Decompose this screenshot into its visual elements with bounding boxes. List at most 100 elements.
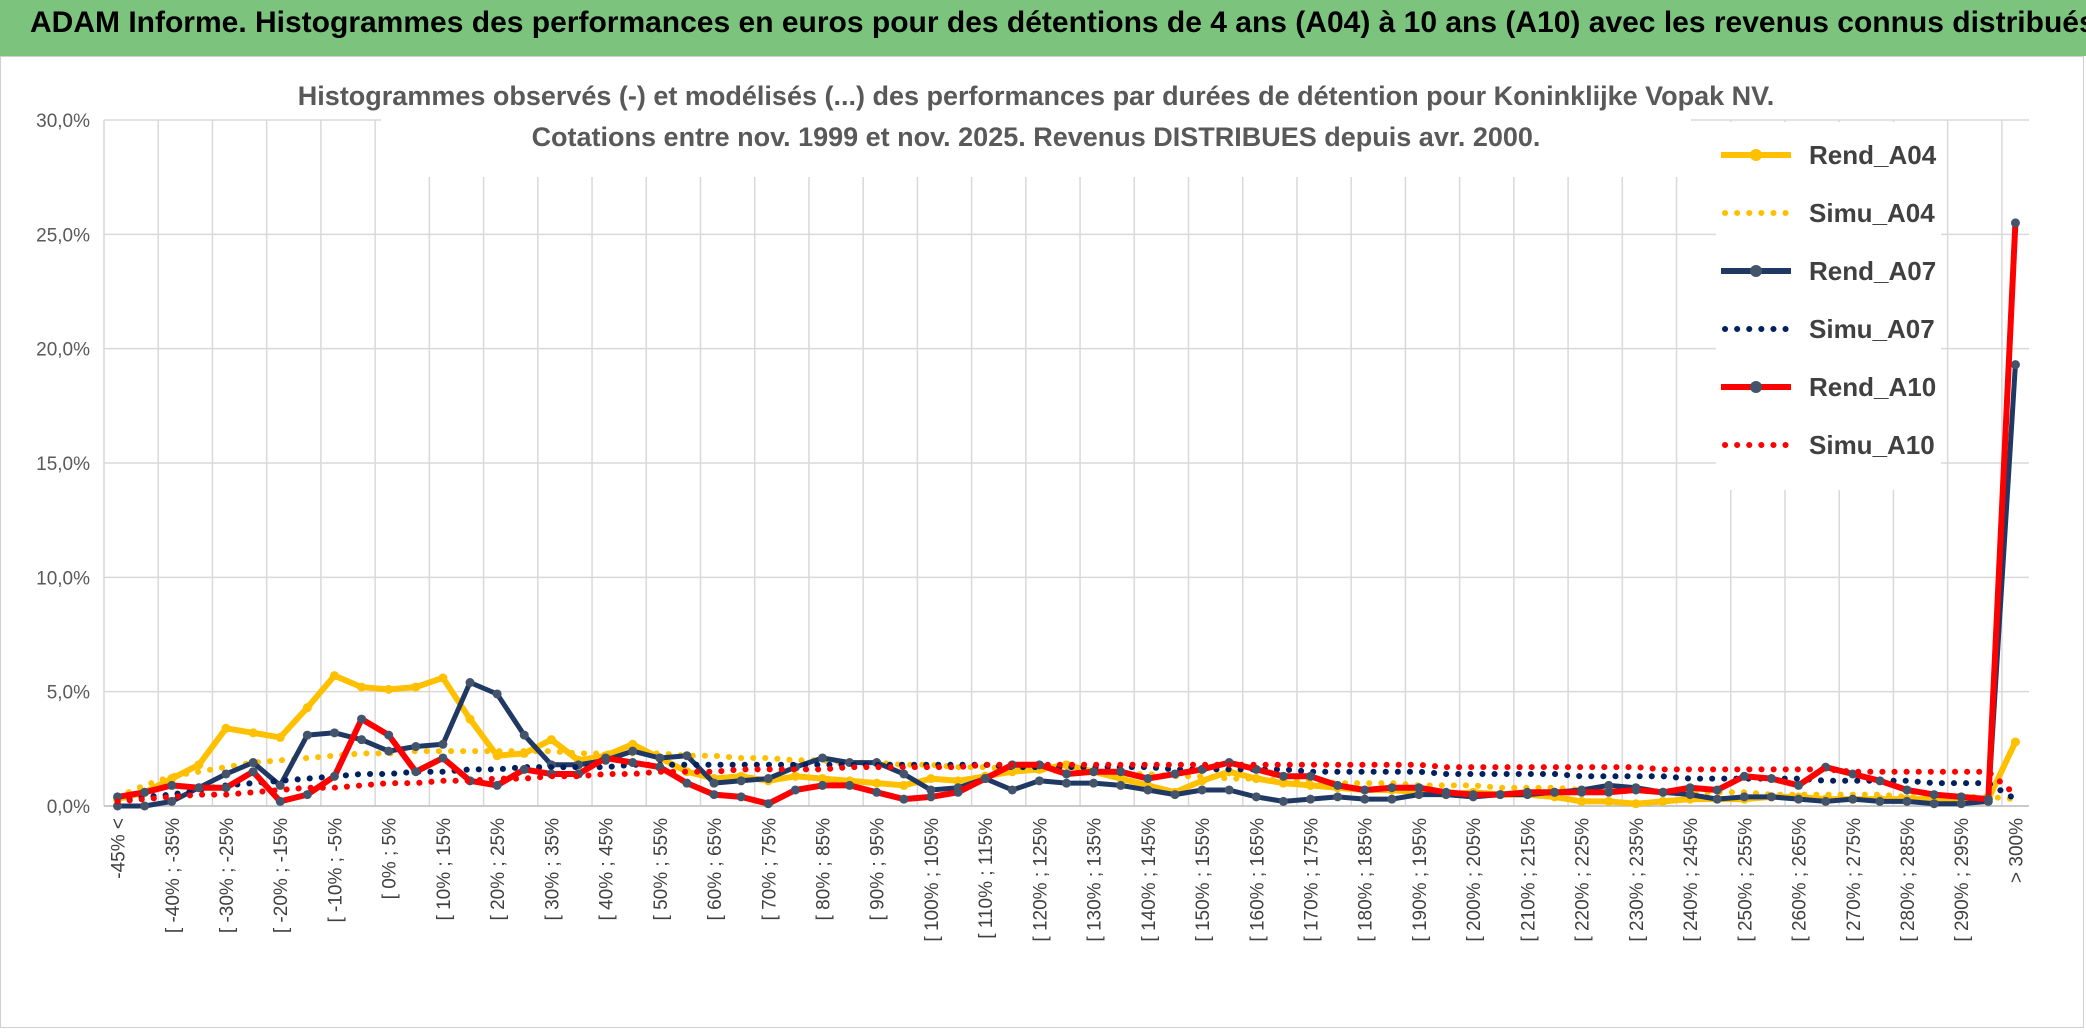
x-tick-label: [ -30% ; -25% xyxy=(217,818,238,933)
rend-a07-point xyxy=(1116,780,1126,790)
rend-a10-point xyxy=(736,792,746,802)
rend-a07-point xyxy=(926,785,936,795)
rend-a10-point xyxy=(1902,785,1912,795)
rend-a10-point xyxy=(438,753,448,763)
x-tick-label: [ 190% ; 195% xyxy=(1410,818,1431,942)
rend-a07-point xyxy=(1875,796,1885,806)
rend-a10-point xyxy=(1577,787,1587,797)
report-title: ADAM Informe. Histogrammes des performan… xyxy=(30,6,2086,39)
rend-a07-point xyxy=(628,746,638,756)
rend-a10-point xyxy=(1468,790,1478,800)
rend-a10-point xyxy=(1278,771,1288,781)
x-tick-label: [ 170% ; 175% xyxy=(1302,818,1323,942)
rend-a10-point xyxy=(1414,783,1424,793)
legend-label-rend-a04: Rend_A04 xyxy=(1809,140,1937,170)
rend-a07-point xyxy=(357,735,367,745)
rend-a10-point xyxy=(1522,787,1532,797)
x-tick-label: [ 180% ; 185% xyxy=(1356,818,1377,942)
x-axis: -45% < [ -40% ; -35% [ -30% ; -25% [ -20% ;… xyxy=(104,805,2029,942)
rend-a10-point xyxy=(1794,780,1804,790)
rend-a07-point xyxy=(1902,796,1912,806)
rend-a07-point xyxy=(1143,785,1153,795)
x-tick-label: -45% < xyxy=(109,818,130,879)
rend-a07-point xyxy=(655,753,665,763)
rend-a07-point xyxy=(248,758,258,768)
rend-a10-point xyxy=(926,792,936,802)
grid xyxy=(103,119,2029,807)
rend-a07-point xyxy=(1794,794,1804,804)
rend-a04-point xyxy=(926,774,936,784)
rend-a10-point xyxy=(709,790,719,800)
legend-label-simu-a07: Simu_A07 xyxy=(1809,314,1935,344)
rend-a04-point xyxy=(194,760,204,770)
rend-a07-point xyxy=(1034,776,1044,786)
rend-a10-point xyxy=(1929,790,1939,800)
rend-a10-point xyxy=(1143,774,1153,784)
rend-a07-point xyxy=(2010,360,2020,370)
rend-a10-point xyxy=(384,730,394,740)
rend-a07-point xyxy=(736,776,746,786)
rend-a10-point xyxy=(872,787,882,797)
x-tick-label: [ 80% ; 85% xyxy=(813,818,834,921)
rend-a10-point xyxy=(113,792,123,802)
rend-a07-point xyxy=(1251,792,1261,802)
simu-a10-line xyxy=(114,761,2019,805)
rend-a04-point xyxy=(817,774,827,784)
rend-a04-point xyxy=(1116,774,1126,784)
series xyxy=(113,218,2020,811)
rend-a07-point xyxy=(1387,794,1397,804)
rend-a07-point xyxy=(1956,799,1966,809)
rend-a07-point xyxy=(167,796,177,806)
y-tick-label: 15,0% xyxy=(36,454,90,475)
x-tick-label: [ 200% ; 205% xyxy=(1464,818,1485,942)
chart-subtitle: Cotations entre nov. 1999 et nov. 2025. … xyxy=(532,122,1541,152)
rend-a10-point xyxy=(519,764,529,774)
rend-a07-point xyxy=(1821,796,1831,806)
rend-a07-point xyxy=(1007,785,1017,795)
rend-a10-point xyxy=(2010,218,2020,228)
rend-a10-point xyxy=(899,794,909,804)
legend-label-simu-a04: Simu_A04 xyxy=(1809,198,1935,228)
legend: Rend_A04 Simu_A04 Rend_A07 Simu_A07 Rend_A10… xyxy=(1716,122,1941,490)
rend-a04-point xyxy=(899,780,909,790)
rend-a04-point xyxy=(248,728,258,738)
rend-a10-point xyxy=(1875,776,1885,786)
x-tick-label: [ 160% ; 165% xyxy=(1247,818,1268,942)
rend-a07-point xyxy=(221,769,231,779)
rend-a10-point xyxy=(492,780,502,790)
rend-a07-point xyxy=(1848,794,1858,804)
x-tick-label: [ 260% ; 265% xyxy=(1790,818,1811,942)
x-tick-label: [ 70% ; 75% xyxy=(759,818,780,921)
x-tick-label: [ 240% ; 245% xyxy=(1681,818,1702,942)
rend-a07-point xyxy=(1197,785,1207,795)
y-tick-label: 0,0% xyxy=(47,797,90,818)
x-tick-label: [ 110% ; 115% xyxy=(976,818,997,939)
x-tick-label: [ 210% ; 215% xyxy=(1518,818,1539,942)
x-tick-label: [ 150% ; 155% xyxy=(1193,818,1214,942)
rend-a04-point xyxy=(329,671,339,681)
rend-a07-point xyxy=(465,678,475,688)
rend-a10-point xyxy=(763,799,773,809)
rend-a04-point xyxy=(953,776,963,786)
x-tick-label: [ 90% ; 95% xyxy=(868,818,889,921)
rend-a07-point xyxy=(1766,792,1776,802)
rend-a04-point xyxy=(628,739,638,749)
rend-a07-point xyxy=(899,769,909,779)
rend-a07-point xyxy=(519,730,529,740)
rend-a10-point xyxy=(167,780,177,790)
x-tick-label: [ 0% ; 5% xyxy=(380,818,401,899)
chart-frame: 0,0% 5,0% 10,0% 15,0% 20,0% 25,0% 30,0% -45% <… xyxy=(0,56,2084,1028)
rend-a04-point xyxy=(302,703,312,713)
rend-a10-point xyxy=(1739,771,1749,781)
rend-a10-point xyxy=(1089,767,1099,777)
rend-a07-point xyxy=(1062,778,1071,788)
rend-a10-point xyxy=(845,780,855,790)
rend-a10-point xyxy=(1550,787,1560,797)
rend-a04-point xyxy=(411,682,421,692)
rend-a07-point xyxy=(1333,792,1343,802)
rend-a07-point xyxy=(1712,794,1722,804)
rend-a10-point xyxy=(682,778,692,788)
rend-a10-point xyxy=(411,767,421,777)
rend-a10-point xyxy=(953,787,963,797)
rend-a07-point xyxy=(302,730,312,740)
